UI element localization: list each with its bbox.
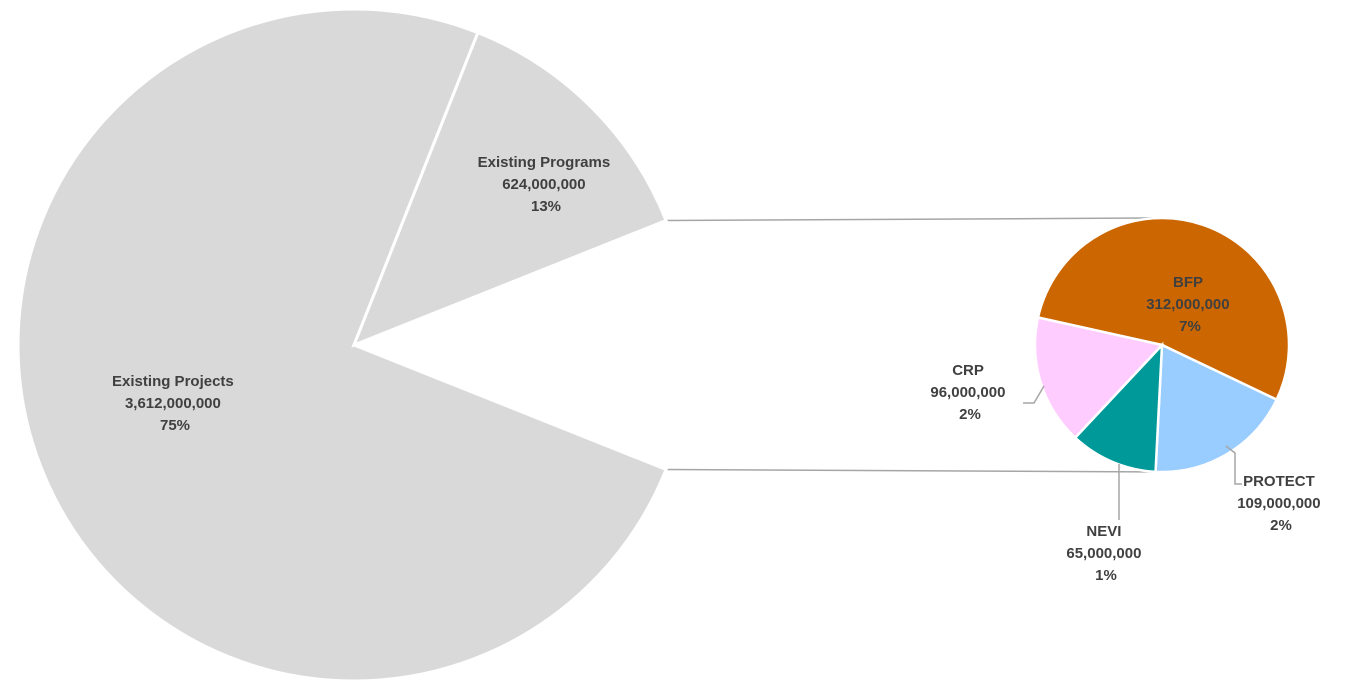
connector-line-bottom xyxy=(666,468,1163,473)
label-nevi-value: 65,000,000 xyxy=(1066,545,1141,562)
label-bfp-percent: 7% xyxy=(1179,318,1201,335)
label-nevi-name: NEVI xyxy=(1086,523,1121,540)
main-pie xyxy=(16,7,669,680)
label-crp: CRP 96,000,000 2% xyxy=(930,362,1009,423)
leader-line-protect xyxy=(1225,445,1242,485)
slice-bfp xyxy=(1036,216,1291,402)
label-existing-programs-name: Existing Programs xyxy=(478,154,611,171)
label-existing-programs: Existing Programs 624,000,000 13% xyxy=(478,154,615,215)
label-nevi: NEVI 65,000,000 1% xyxy=(1066,523,1145,584)
leader-lines xyxy=(1023,385,1242,520)
label-protect-name: PROTECT xyxy=(1243,473,1315,490)
label-protect: PROTECT 109,000,000 2% xyxy=(1237,473,1325,534)
slice-nevi xyxy=(1073,341,1164,474)
label-protect-value: 109,000,000 xyxy=(1237,495,1320,512)
slice-existing-programs xyxy=(351,30,669,348)
slice-existing-projects xyxy=(16,7,669,680)
label-crp-value: 96,000,000 xyxy=(930,384,1005,401)
label-existing-projects: Existing Projects 3,612,000,000 75% xyxy=(112,373,238,434)
leader-line-crp xyxy=(1023,385,1045,404)
label-bfp-name: BFP xyxy=(1173,274,1203,291)
label-existing-programs-percent: 13% xyxy=(531,198,561,215)
label-bfp: BFP 312,000,000 7% xyxy=(1146,274,1234,335)
label-bfp-value: 312,000,000 xyxy=(1146,296,1229,313)
label-crp-name: CRP xyxy=(952,362,984,379)
label-existing-projects-name: Existing Projects xyxy=(112,373,234,390)
connector-line-top xyxy=(666,217,1153,222)
label-nevi-percent: 1% xyxy=(1095,567,1117,584)
connector-lines xyxy=(666,217,1163,473)
label-protect-percent: 2% xyxy=(1270,517,1292,534)
label-existing-programs-value: 624,000,000 xyxy=(502,176,585,193)
slice-crp xyxy=(1033,316,1165,440)
slice-protect xyxy=(1154,343,1279,474)
secondary-pie xyxy=(1033,216,1291,474)
label-crp-percent: 2% xyxy=(959,406,981,423)
label-existing-projects-value: 3,612,000,000 xyxy=(125,395,221,412)
label-existing-projects-percent: 75% xyxy=(160,417,190,434)
